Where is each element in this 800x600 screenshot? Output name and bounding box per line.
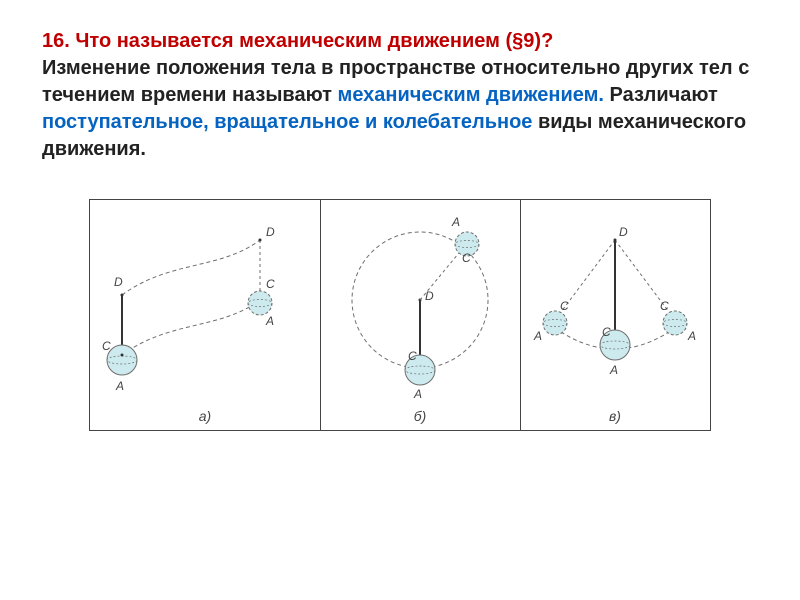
svg-text:A: A <box>115 379 124 393</box>
svg-text:A: A <box>533 329 542 343</box>
panel-b-svg: D C A C A <box>320 200 520 410</box>
svg-text:D: D <box>619 225 628 239</box>
body-2: Различают <box>604 84 718 106</box>
svg-text:A: A <box>609 363 618 377</box>
svg-text:A: A <box>687 329 696 343</box>
paragraph: 16. Что называется механическим движение… <box>42 28 758 163</box>
svg-text:A: A <box>265 314 274 328</box>
svg-text:C: C <box>660 299 669 313</box>
svg-text:A: A <box>451 215 460 229</box>
panel-a: D D C C A A a) <box>90 200 321 430</box>
panel-a-caption: a) <box>90 407 320 426</box>
question-text: 16. Что называется механическим движение… <box>42 30 553 52</box>
svg-text:C: C <box>266 277 275 291</box>
panel-c-svg: D A C A <box>520 200 710 410</box>
panel-c: D A C A <box>520 200 710 430</box>
svg-text:C: C <box>462 251 471 265</box>
accent-1: механическим движением. <box>338 84 604 106</box>
panel-b-caption: б) <box>320 407 520 426</box>
svg-text:C: C <box>102 339 111 353</box>
svg-text:C: C <box>560 299 569 313</box>
svg-text:D: D <box>114 275 123 289</box>
accent-2: поступательное, вращательное и колебател… <box>42 111 532 133</box>
svg-text:C: C <box>408 349 417 363</box>
svg-text:C: C <box>602 325 611 339</box>
figure: D D C C A A a) D <box>89 199 711 431</box>
svg-text:D: D <box>266 225 275 239</box>
panel-c-caption: в) <box>520 407 710 426</box>
panel-a-svg: D D C C A A <box>90 200 320 410</box>
svg-text:D: D <box>425 289 434 303</box>
figure-container: D D C C A A a) D <box>42 199 758 431</box>
panel-b: D C A C A б) <box>320 200 521 430</box>
svg-text:A: A <box>413 387 422 401</box>
